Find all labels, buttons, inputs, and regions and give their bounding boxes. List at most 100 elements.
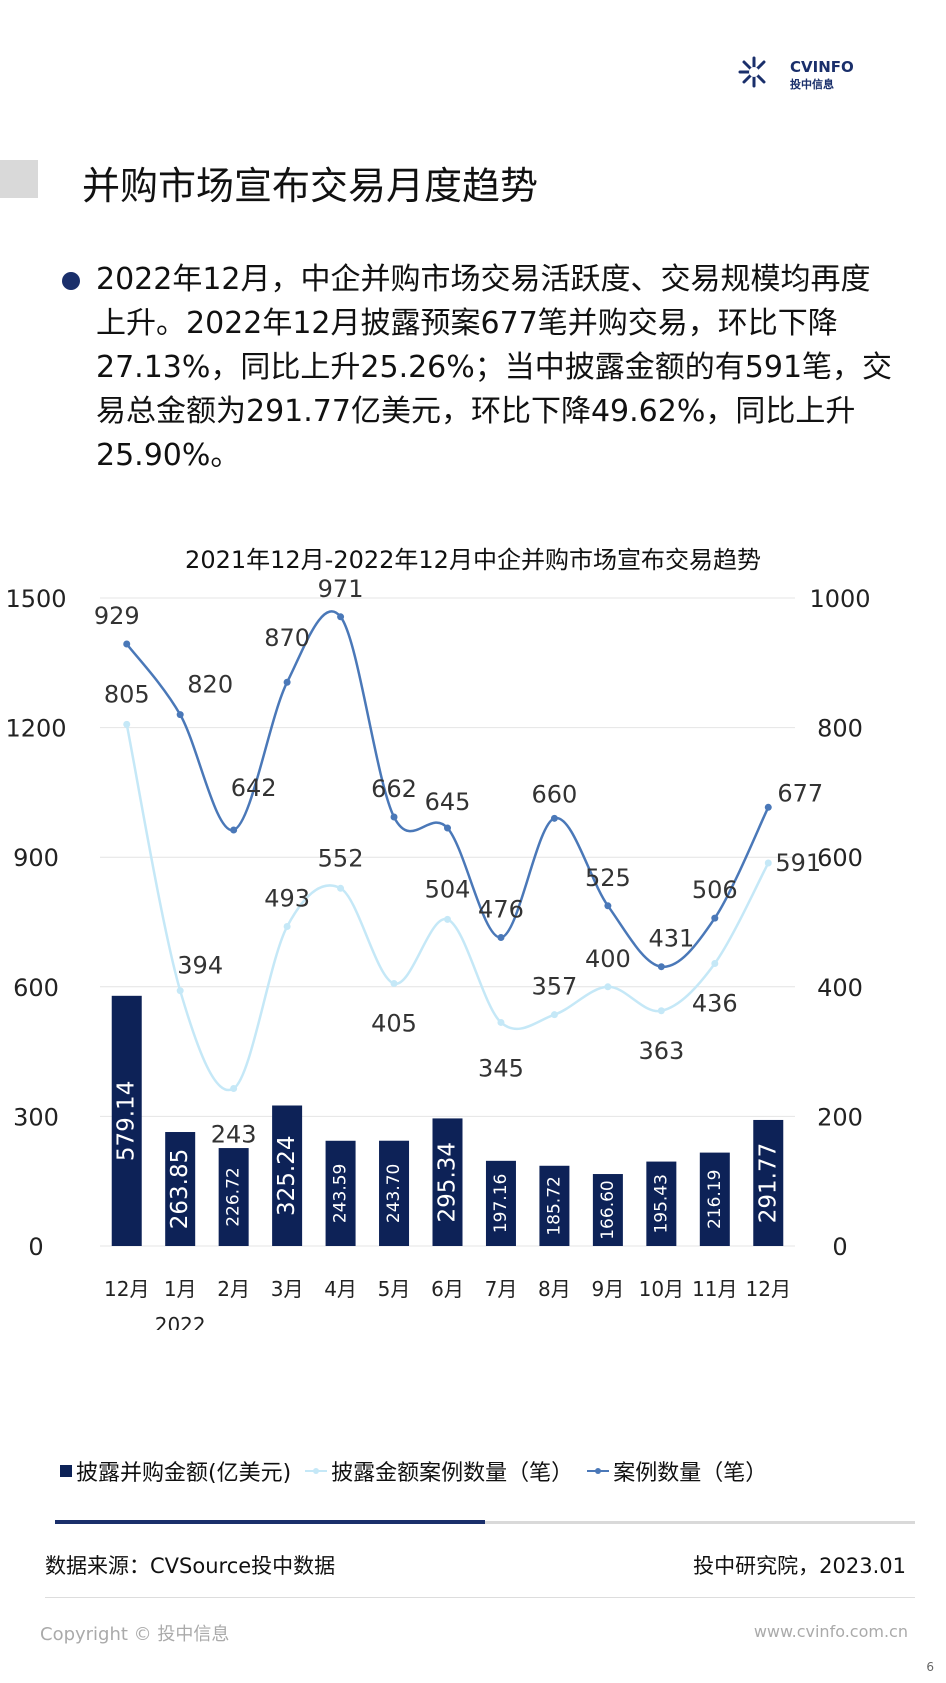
bar-value-label: 263.85 [167,1149,193,1229]
line-value-label: 870 [264,624,310,652]
bar [485,1160,516,1246]
x-tick-label: 7月 [485,1277,518,1301]
bar-value-label: 195.43 [651,1174,671,1233]
data-point [764,803,772,811]
bar [325,1140,356,1246]
legend-line-swatch [305,1468,328,1474]
bar-value-label: 226.72 [224,1167,244,1226]
line-value-label: 677 [777,779,823,807]
left-tick-label: 0 [28,1233,43,1261]
line-value-label: 929 [94,602,140,630]
x-tick-label: 12月 [104,1277,149,1301]
divider [485,1521,915,1524]
bar [218,1148,249,1246]
line-value-label: 405 [371,1010,417,1038]
legend: 披露并购金额(亿美元) 披露金额案例数量（笔） 案例数量（笔） [60,1455,767,1487]
data-point [337,613,345,621]
x-tick-label: 2月 [217,1277,250,1301]
right-tick-label: 600 [817,844,863,872]
left-tick-label: 900 [13,844,59,872]
line-value-label: 436 [692,989,738,1017]
line-value-label: 642 [231,774,277,802]
page-title: 并购市场宣布交易月度趋势 [82,164,539,208]
line-value-label: 552 [318,844,364,872]
bar-value-label: 325.24 [274,1136,300,1216]
year-label: 2022 [155,1313,206,1330]
legend-line-total: 案例数量（笔） [587,1455,767,1487]
data-point [444,915,451,923]
x-tick-label: 10月 [639,1277,684,1301]
series-line [125,724,770,1092]
bar-value-label: 185.72 [544,1176,564,1235]
x-tick-label: 11月 [692,1277,737,1301]
title-marker [0,160,38,198]
bar [646,1161,677,1246]
data-point [283,678,291,686]
data-source: 数据来源：CVSource投中数据 [45,1554,336,1578]
left-tick-label: 1200 [5,715,66,743]
logo: CVINFO 投中信息 [738,56,854,92]
line-value-label: 591 [775,849,821,877]
legend-bar-swatch [60,1465,72,1477]
line-value-label: 506 [692,876,738,904]
data-point [176,711,184,719]
data-point [657,963,665,971]
line-value-label: 805 [104,680,150,708]
line-value-label: 820 [187,671,233,699]
legend-bar: 披露并购金额(亿美元) [60,1455,291,1487]
x-tick-label: 6月 [431,1277,464,1301]
line-value-label: 357 [532,973,578,1001]
bar [272,1105,303,1246]
bar-value-label: 295.34 [435,1142,461,1222]
x-tick-label: 9月 [592,1277,625,1301]
bar-value-label: 166.60 [598,1180,618,1239]
line-value-label: 394 [177,952,223,980]
logo-sub: 投中信息 [790,78,834,91]
line-value-label: 504 [425,875,471,903]
data-point [123,640,131,648]
bar-value-label: 579.14 [114,1081,140,1161]
legend-label: 披露并购金额(亿美元) [76,1461,292,1486]
copyright: Copyright © 投中信息 [40,1624,230,1645]
left-tick-label: 1500 [5,585,66,613]
bar [699,1152,730,1246]
data-point [550,1011,558,1019]
right-tick-label: 400 [817,974,863,1002]
publisher: 投中研究院，2023.01 [693,1554,906,1578]
right-tick-label: 200 [817,1103,863,1131]
bar-value-label: 291.77 [755,1143,781,1223]
legend-label: 案例数量（笔） [613,1461,768,1486]
divider [45,1597,915,1598]
bar [753,1119,784,1246]
bar [592,1174,623,1246]
bar-value-label: 197.16 [491,1174,511,1233]
right-tick-label: 0 [832,1233,847,1261]
legend-label: 披露金额案例数量（笔） [331,1461,574,1486]
legend-line-disclosed: 披露金额案例数量（笔） [305,1455,573,1487]
bar [111,995,142,1246]
data-point [176,987,184,995]
right-tick-label: 1000 [809,585,870,613]
data-point [497,934,505,942]
data-point [230,1085,238,1093]
data-point [390,980,398,988]
line-value-label: 400 [585,945,631,973]
data-point [604,983,612,991]
left-tick-label: 300 [13,1103,59,1131]
chart: 0 300 600 900 1200 1500 0 200 400 600 800 1000 12月 1月… [5,575,870,1330]
bar [432,1118,463,1246]
x-tick-label: 3月 [271,1277,304,1301]
data-point [604,902,612,910]
data-point [764,859,772,867]
data-point [550,814,558,822]
x-tick-label: 1月 [164,1277,197,1301]
bar [539,1165,570,1246]
x-tick-label: 5月 [378,1277,411,1301]
right-tick-label: 800 [817,715,863,743]
website: www.cvinfo.com.cn [753,1622,908,1641]
line-value-label: 243 [211,1121,257,1149]
bar [379,1140,410,1246]
data-point [657,1007,665,1015]
line-value-label: 431 [648,925,694,953]
